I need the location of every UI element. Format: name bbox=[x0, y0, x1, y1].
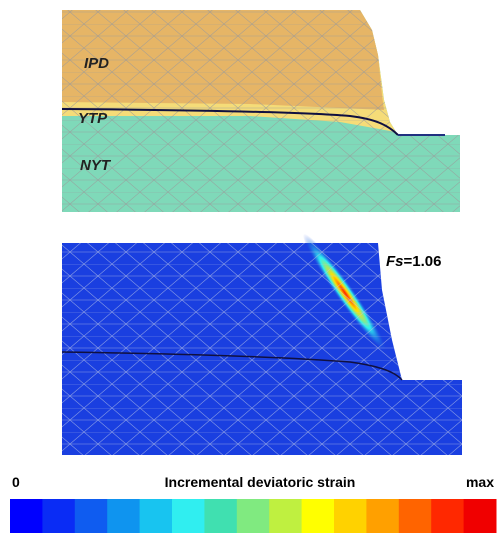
colorbar-swatch bbox=[10, 499, 43, 533]
mesh bbox=[62, 243, 462, 455]
figure: IPD YTP NYT Fs=1.06 0 Incremental deviat… bbox=[0, 0, 498, 535]
colorbar-swatch bbox=[431, 499, 464, 533]
colorbar-swatch bbox=[334, 499, 367, 533]
top-panel: IPD YTP NYT bbox=[62, 10, 460, 212]
colorbar-swatch bbox=[75, 499, 108, 533]
colorbar: 0 Incremental deviatoric strain max bbox=[10, 474, 497, 533]
colorbar-swatch bbox=[42, 499, 75, 533]
colorbar-swatch bbox=[399, 499, 432, 533]
colorbar-swatch bbox=[269, 499, 302, 533]
layer-label: IPD bbox=[84, 55, 109, 72]
colorbar-title: Incremental deviatoric strain bbox=[165, 474, 356, 490]
colorbar-swatch bbox=[464, 499, 497, 533]
colorbar-swatch bbox=[204, 499, 237, 533]
colorbar-swatch bbox=[237, 499, 270, 533]
colorbar-max: max bbox=[466, 474, 494, 490]
colorbar-swatch bbox=[140, 499, 173, 533]
colorbar-swatch bbox=[366, 499, 399, 533]
layer-label: NYT bbox=[80, 157, 112, 174]
colorbar-swatch bbox=[107, 499, 140, 533]
colorbar-min: 0 bbox=[12, 474, 20, 490]
layer-label: YTP bbox=[78, 110, 108, 127]
factor-value: =1.06 bbox=[404, 253, 442, 270]
bottom-panel: Fs=1.06 bbox=[62, 229, 462, 455]
safety-factor: Fs=1.06 bbox=[386, 253, 441, 270]
colorbar-swatch bbox=[172, 499, 205, 533]
colorbar-swatch bbox=[302, 499, 335, 533]
factor-symbol: Fs bbox=[386, 253, 404, 270]
